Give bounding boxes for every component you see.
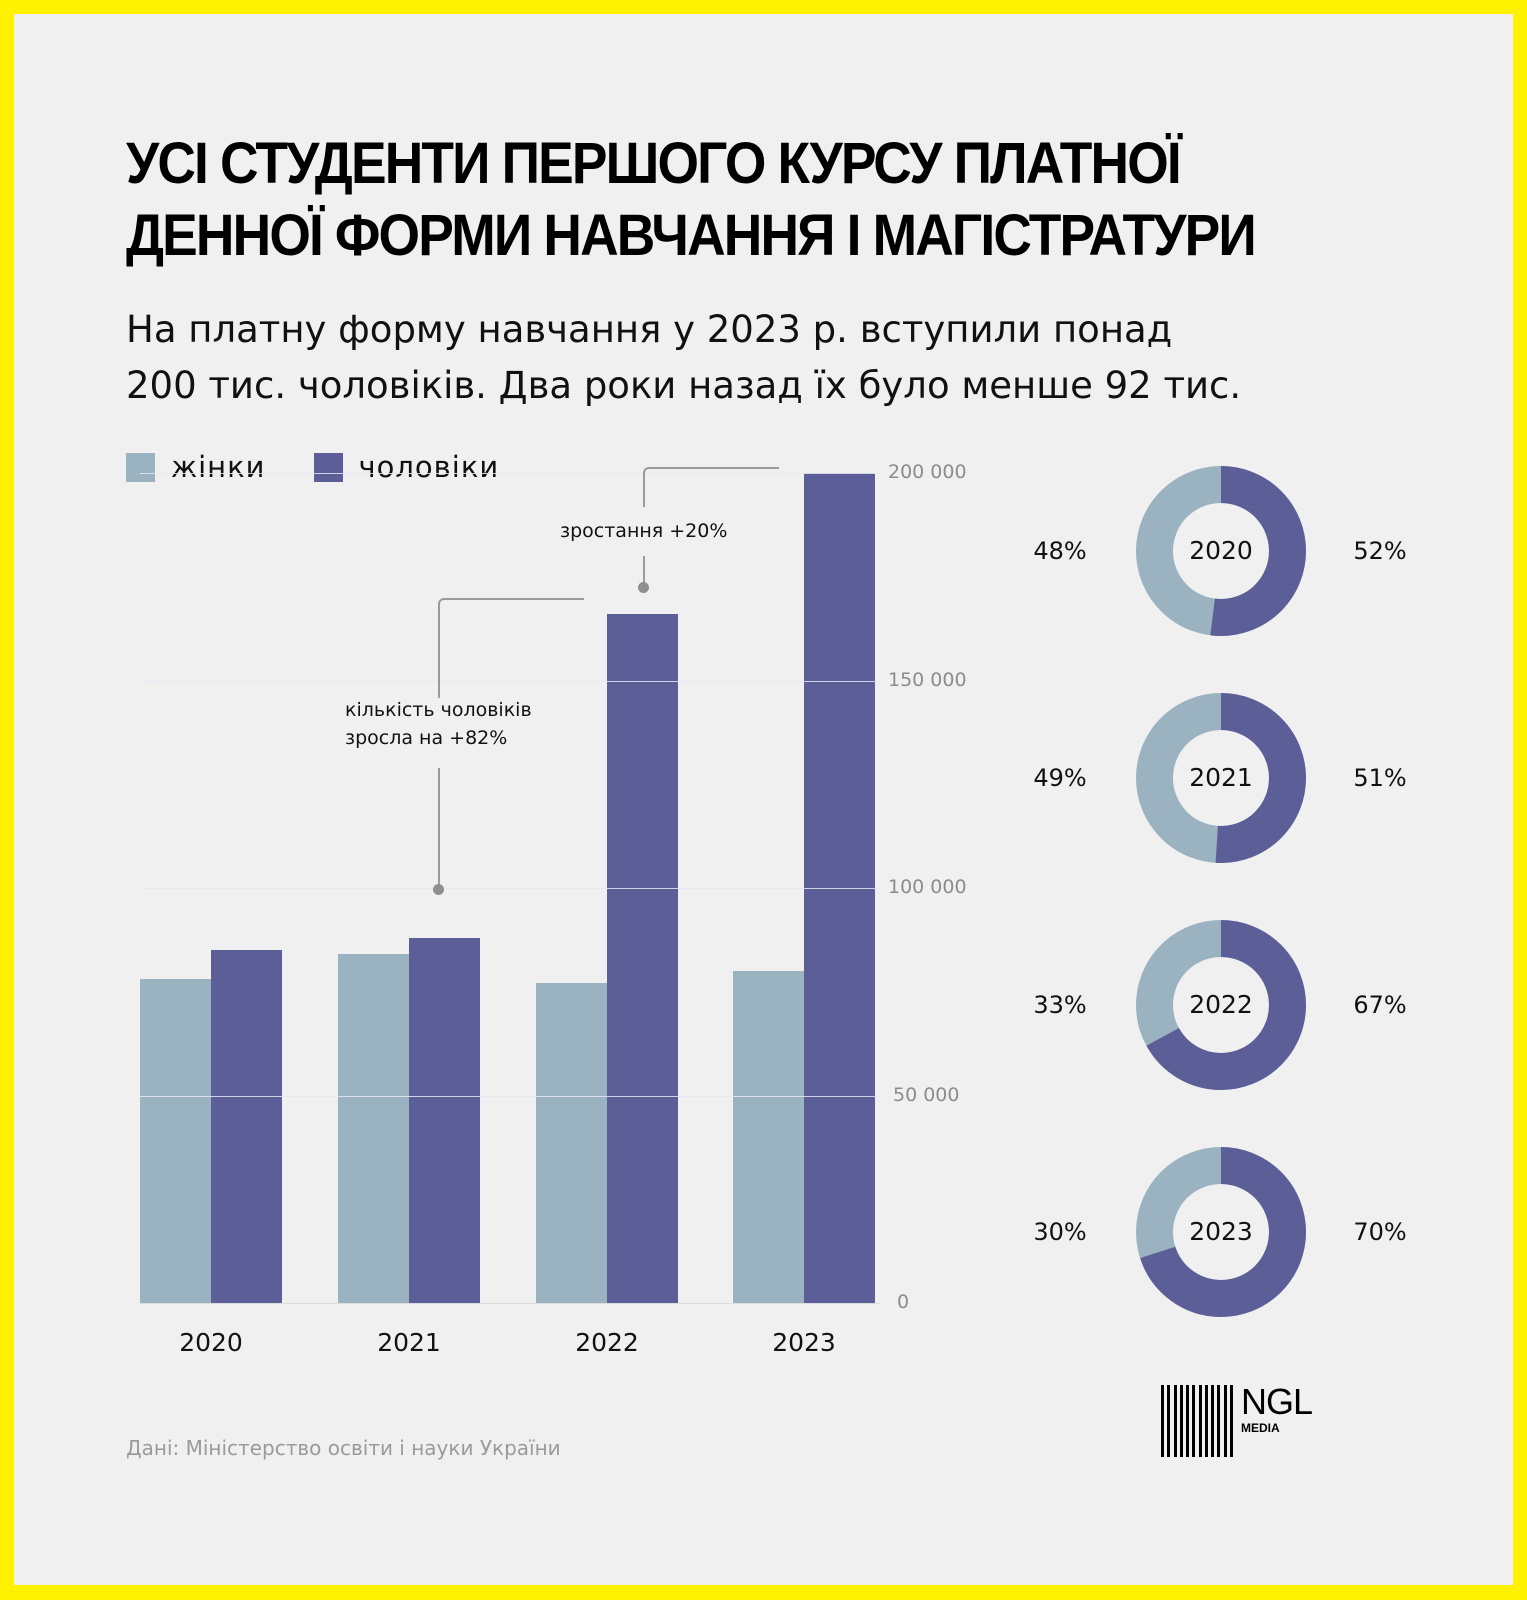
donut-chart-2020 bbox=[1136, 466, 1306, 636]
logo-sub-text: MEDIA bbox=[1241, 1421, 1280, 1435]
bar-men-2021 bbox=[409, 937, 480, 1303]
men-swatch-icon bbox=[313, 452, 343, 482]
y-tick-label: 150 000 bbox=[888, 668, 967, 691]
annotation-line-20 bbox=[643, 556, 645, 582]
annotation-line-82 bbox=[438, 768, 440, 886]
donut-row-2020: 2020 48% 52% bbox=[1020, 466, 1420, 636]
donut-year-label: 2023 bbox=[1189, 1217, 1253, 1246]
logo-main-text: NGL bbox=[1241, 1381, 1313, 1422]
gridline bbox=[140, 888, 880, 889]
men-percent-label: 52% bbox=[1353, 537, 1407, 565]
x-tick-label: 2022 bbox=[575, 1328, 639, 1357]
infographic-frame bbox=[14, 14, 1513, 1585]
donut-row-2022: 2022 33% 67% bbox=[1020, 920, 1420, 1090]
bar-women-2020 bbox=[140, 979, 211, 1303]
subtitle-line-2: 200 тис. чоловіків. Два роки назад їх бу… bbox=[126, 364, 1242, 407]
page-title: УСІ СТУДЕНТИ ПЕРШОГО КУРСУ ПЛАТНОЇ ДЕННО… bbox=[126, 128, 1322, 272]
legend: жінки чоловіки bbox=[126, 450, 547, 484]
legend-item-men: чоловіки bbox=[313, 450, 500, 484]
legend-item-women: жінки bbox=[126, 450, 266, 484]
donut-chart-2021 bbox=[1136, 693, 1306, 863]
bar-men-2020 bbox=[211, 950, 282, 1303]
donut-year-label: 2020 bbox=[1189, 536, 1253, 565]
data-source: Дані: Міністерство освіти і науки Україн… bbox=[126, 1436, 561, 1460]
annotation-dot-82 bbox=[433, 884, 444, 895]
donut-year-label: 2021 bbox=[1189, 763, 1253, 792]
bar-chart: 2020 2021 2022 2023 0 50 000 100 000 150 000 200… bbox=[140, 461, 967, 1357]
y-tick-label: 100 000 bbox=[888, 876, 967, 898]
bar-women-2021 bbox=[338, 954, 409, 1303]
gridline bbox=[140, 1303, 880, 1304]
annotation-dot-20 bbox=[638, 582, 649, 593]
x-tick-label: 2023 bbox=[772, 1328, 836, 1357]
ngl-media-logo: NGL MEDIA bbox=[1161, 1381, 1313, 1457]
x-tick-label: 2020 bbox=[179, 1328, 243, 1357]
women-percent-label: 30% bbox=[1033, 1218, 1087, 1246]
y-tick-label: 50 000 bbox=[893, 1083, 960, 1106]
gridline bbox=[140, 680, 880, 682]
bar-women-2023 bbox=[733, 971, 804, 1303]
x-tick-label: 2021 bbox=[377, 1328, 441, 1357]
women-percent-label: 48% bbox=[1033, 537, 1087, 565]
men-percent-label: 51% bbox=[1353, 764, 1407, 792]
legend-label-women: жінки bbox=[171, 450, 266, 484]
subtitle-line-1: На платну форму навчання у 2023 р. вступ… bbox=[126, 308, 1173, 351]
donut-chart-2023 bbox=[1136, 1147, 1306, 1317]
annotation-text-82: кількість чоловіків зросла на +82% bbox=[345, 699, 532, 749]
donut-row-2023: 2023 30% 70% bbox=[1020, 1147, 1420, 1317]
men-percent-label: 67% bbox=[1353, 991, 1407, 1019]
subtitle: На платну форму навчання у 2023 р. вступ… bbox=[126, 302, 1426, 414]
donut-row-2021: 2021 49% 51% bbox=[1020, 693, 1420, 863]
bar-women-2022 bbox=[536, 983, 607, 1303]
donut-chart-2022 bbox=[1136, 920, 1306, 1090]
legend-label-men: чоловіки bbox=[358, 450, 500, 484]
women-percent-label: 49% bbox=[1033, 764, 1087, 792]
y-tick-label: 200 000 bbox=[888, 461, 967, 483]
title-line-1: УСІ СТУДЕНТИ ПЕРШОГО КУРСУ ПЛАТНОЇ bbox=[126, 131, 1182, 196]
bar-men-2022 bbox=[607, 614, 678, 1303]
annotation-text-20: зростання +20% bbox=[560, 520, 728, 542]
women-percent-label: 33% bbox=[1033, 991, 1087, 1019]
donut-year-label: 2022 bbox=[1189, 990, 1253, 1019]
women-swatch-icon bbox=[126, 452, 155, 482]
title-line-2: ДЕННОЇ ФОРМИ НАВЧАННЯ І МАГІСТРАТУРИ bbox=[126, 203, 1257, 268]
y-tick-label: 0 bbox=[897, 1291, 910, 1313]
men-percent-label: 70% bbox=[1353, 1218, 1407, 1246]
annotation-connector-82 bbox=[438, 598, 584, 698]
annotation-connector-20 bbox=[643, 467, 779, 507]
gridline bbox=[140, 1095, 880, 1097]
barcode-logo-icon bbox=[1161, 1385, 1233, 1457]
gridline bbox=[140, 473, 880, 474]
